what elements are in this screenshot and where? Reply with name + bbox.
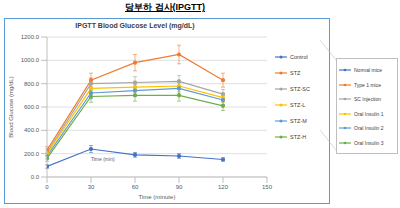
svg-text:150: 150 bbox=[262, 184, 273, 190]
html-text:STZ-H: STZ-H bbox=[290, 134, 307, 140]
svg-text:Blood Glucose (mg/dL): Blood Glucose (mg/dL) bbox=[8, 76, 14, 137]
svg-text:Time (minute): Time (minute) bbox=[139, 194, 176, 200]
svg-text:60: 60 bbox=[132, 184, 139, 190]
html-text:Oral Insulin 1: Oral Insulin 1 bbox=[354, 110, 384, 117]
html-text:Control: Control bbox=[290, 54, 308, 60]
html-text:Oral Insulin 3: Oral Insulin 3 bbox=[354, 139, 384, 146]
svg-text:90: 90 bbox=[176, 184, 183, 190]
html-text:당부하 검사(IPGTT): 당부하 검사(IPGTT) bbox=[125, 2, 205, 12]
html-text:SC Injection: SC Injection bbox=[354, 96, 381, 103]
svg-text:1000.0: 1000.0 bbox=[21, 57, 40, 63]
svg-text:30: 30 bbox=[88, 184, 95, 190]
svg-text:0: 0 bbox=[45, 184, 49, 190]
svg-text:0.0: 0.0 bbox=[31, 174, 40, 180]
html-text:Oral Insulin 2: Oral Insulin 2 bbox=[354, 125, 384, 132]
svg-text:Time (min): Time (min) bbox=[91, 156, 115, 162]
svg-text:600.0: 600.0 bbox=[24, 104, 40, 110]
svg-text:120: 120 bbox=[218, 184, 229, 190]
html-text:STZ: STZ bbox=[290, 70, 301, 76]
svg-text:800.0: 800.0 bbox=[24, 81, 40, 87]
svg-text:200.0: 200.0 bbox=[24, 151, 40, 157]
html-text:Normal mice: Normal mice bbox=[354, 67, 383, 74]
html-text:STZ-SC: STZ-SC bbox=[290, 86, 310, 92]
html-text:STZ-M: STZ-M bbox=[290, 118, 307, 124]
svg-text:400.0: 400.0 bbox=[24, 127, 40, 133]
html-text:STZ-L: STZ-L bbox=[290, 102, 306, 108]
html-text:IPGTT Blood Glucose Level (mg/: IPGTT Blood Glucose Level (mg/dL) bbox=[75, 22, 195, 29]
html-text:Type 1 mice: Type 1 mice bbox=[354, 81, 381, 88]
svg-text:1200.0: 1200.0 bbox=[21, 34, 40, 40]
